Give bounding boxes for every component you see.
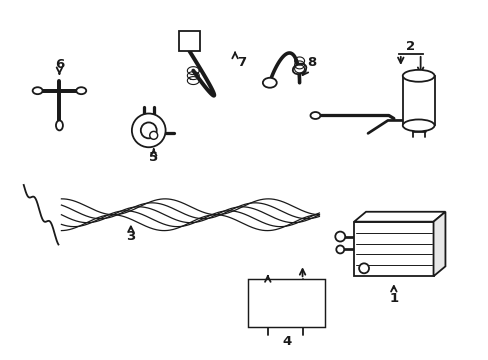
Circle shape [149, 131, 157, 139]
Ellipse shape [292, 64, 305, 74]
Text: 8: 8 [306, 57, 315, 69]
Text: 1: 1 [388, 292, 398, 305]
Text: 5: 5 [149, 151, 158, 164]
Bar [353, 222, 433, 276]
Circle shape [358, 264, 368, 273]
Ellipse shape [402, 120, 434, 131]
Polygon shape [353, 212, 445, 222]
Circle shape [336, 246, 344, 253]
Bar [178, 31, 200, 51]
Text: 7: 7 [237, 57, 246, 69]
Circle shape [335, 231, 345, 242]
Bar [247, 279, 325, 327]
Circle shape [141, 122, 156, 138]
Text: 3: 3 [126, 230, 135, 243]
Ellipse shape [56, 121, 63, 130]
Ellipse shape [76, 87, 86, 94]
Bar [402, 76, 434, 125]
Text: 6: 6 [55, 58, 64, 71]
Text: 2: 2 [406, 40, 414, 53]
Text: 4: 4 [282, 335, 291, 348]
Circle shape [132, 113, 165, 147]
Ellipse shape [402, 70, 434, 82]
Ellipse shape [33, 87, 42, 94]
Polygon shape [433, 212, 445, 276]
Ellipse shape [310, 112, 320, 119]
Ellipse shape [263, 78, 276, 88]
